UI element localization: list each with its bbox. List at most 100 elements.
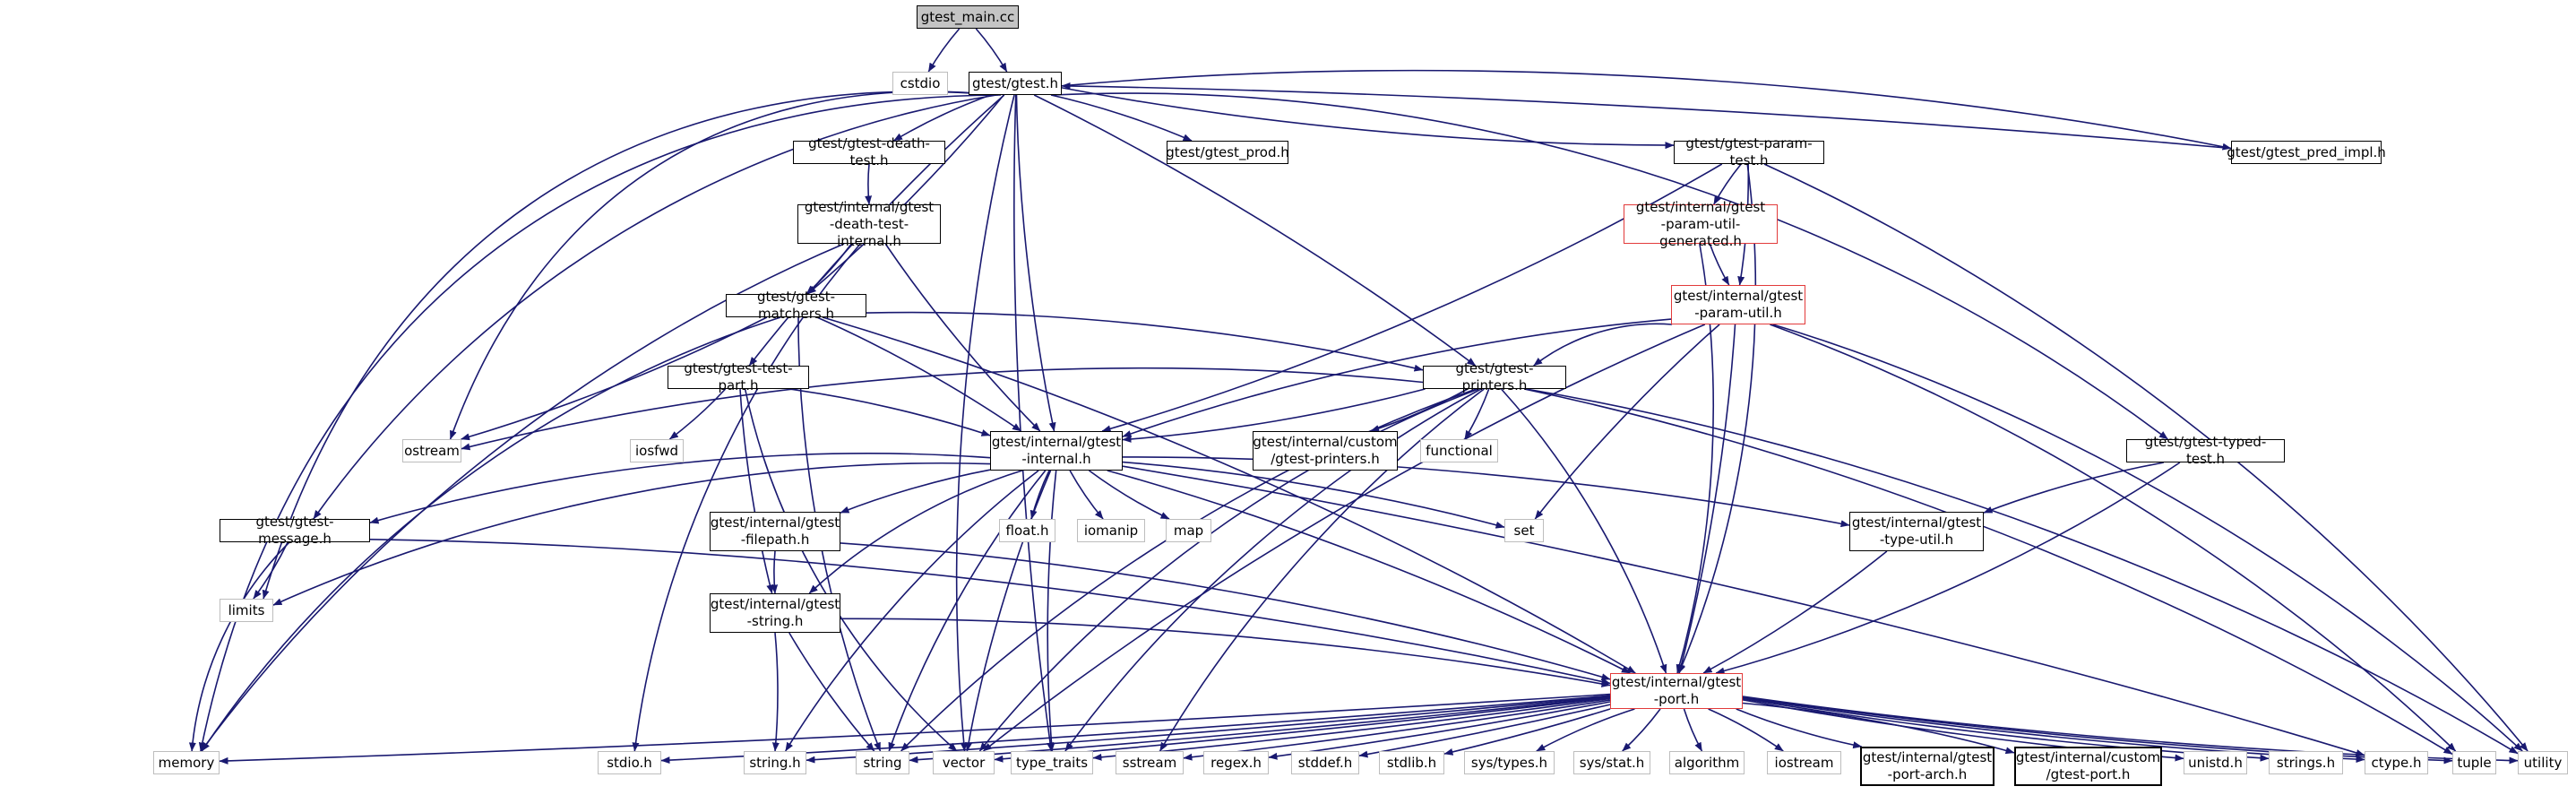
graph-node-ctype-h: ctype.h xyxy=(2365,751,2428,774)
edge-printers-to-ostream xyxy=(461,367,1424,451)
edge-param-util-to-port xyxy=(1677,324,1736,674)
edge-dti-to-matchers xyxy=(806,243,852,295)
graph-node-internal[interactable]: gtest/internal/gtest -internal.h xyxy=(990,431,1123,471)
graph-node-iosfwd: iosfwd xyxy=(630,439,684,462)
edge-gtest-h-to-matchers xyxy=(806,94,1004,295)
graph-node-prod[interactable]: gtest/gtest_prod.h xyxy=(1166,141,1289,164)
graph-node-type-util[interactable]: gtest/internal/gtest -type-util.h xyxy=(1849,512,1984,551)
graph-node-stdlib-h: stdlib.h xyxy=(1379,751,1444,774)
graph-node-stddef-h: stddef.h xyxy=(1291,751,1359,774)
edge-gtest-h-to-internal xyxy=(1015,94,1056,432)
graph-node-custom-printers[interactable]: gtest/internal/custom /gtest-printers.h xyxy=(1253,431,1398,471)
edge-internal-to-iomanip xyxy=(1069,470,1104,520)
graph-node-memory: memory xyxy=(153,751,220,774)
graph-node-gtest-h[interactable]: gtest/gtest.h xyxy=(969,72,1062,95)
edge-port-to-iostream xyxy=(1708,708,1784,752)
edge-gen-to-param-util xyxy=(1709,243,1730,286)
edge-printers-to-sstream xyxy=(1159,388,1485,752)
graph-node-test-part[interactable]: gtest/gtest-test-part.h xyxy=(668,360,809,393)
edge-printers-to-port xyxy=(1500,388,1667,674)
graph-node-matchers[interactable]: gtest/gtest-matchers.h xyxy=(726,289,866,322)
graph-node-port-arch[interactable]: gtest/internal/gtest -port-arch.h xyxy=(1860,747,1994,786)
edge-param-util-to-vector xyxy=(983,324,1706,752)
graph-node-cstdio: cstdio xyxy=(892,72,948,95)
graph-node-string: string xyxy=(856,751,909,774)
graph-node-unistd-h: unistd.h xyxy=(2184,751,2247,774)
edge-pred-impl-to-gtest-h xyxy=(1061,82,2232,150)
graph-node-port[interactable]: gtest/internal/gtest -port.h xyxy=(1610,673,1743,709)
edge-port-to-string-h xyxy=(806,696,1611,764)
edge-typed-test-to-port xyxy=(1715,462,2181,675)
edge-internal-to-gstring xyxy=(808,470,1023,594)
graph-node-gstring[interactable]: gtest/internal/gtest -string.h xyxy=(710,593,840,633)
edge-gtest-h-to-message xyxy=(313,94,997,520)
edge-printers-to-internal xyxy=(1122,388,1426,443)
graph-node-map: map xyxy=(1166,519,1211,542)
graph-node-stdio-h: stdio.h xyxy=(598,751,661,774)
edge-message-to-limits xyxy=(253,541,289,600)
graph-node-iostream: iostream xyxy=(1767,751,1841,774)
edge-internal-to-message xyxy=(369,453,991,524)
edge-internal-to-port xyxy=(1107,470,1631,674)
edge-internal-to-type-util xyxy=(1122,456,1850,528)
edge-printers-to-functional xyxy=(1464,388,1490,440)
edge-gtest-h-to-vector xyxy=(955,94,1015,752)
edge-message-to-memory xyxy=(188,541,290,752)
graph-node-gen[interactable]: gtest/internal/gtest -param-util-generat… xyxy=(1624,199,1778,249)
graph-node-tuple: tuple xyxy=(2452,751,2496,774)
graph-node-typed-test[interactable]: gtest/gtest-typed-test.h xyxy=(2126,434,2285,467)
edge-printers-to-type-traits xyxy=(1064,388,1482,752)
graph-node-limits: limits xyxy=(220,599,273,622)
graph-node-type-traits: type_traits xyxy=(1011,751,1093,774)
graph-node-main[interactable]: gtest_main.cc xyxy=(917,5,1019,29)
edge-param-util-to-utility xyxy=(1772,324,2523,752)
edge-test-part-to-gstring xyxy=(739,388,774,594)
edge-internal-to-vector xyxy=(965,470,1052,752)
graph-node-pred-impl[interactable]: gtest/gtest_pred_impl.h xyxy=(2227,141,2386,164)
edge-internal-to-map xyxy=(1089,470,1170,520)
edge-gtest-h-to-pred-impl xyxy=(1061,69,2232,151)
graph-node-regex-h: regex.h xyxy=(1203,751,1269,774)
edge-gstring-to-string-h xyxy=(771,632,780,752)
edge-gtest-h-to-printers xyxy=(1033,94,1477,367)
graph-node-set: set xyxy=(1504,519,1544,542)
edge-port-to-sys-types xyxy=(1536,708,1635,752)
graph-node-printers[interactable]: gtest/gtest-printers.h xyxy=(1423,360,1566,393)
edge-param-util-to-internal xyxy=(1122,318,1672,437)
edge-matchers-to-printers xyxy=(866,311,1424,372)
edge-gtest-h-to-prod xyxy=(1050,94,1193,142)
edge-test-part-to-vector xyxy=(744,388,958,752)
edge-internal-to-set xyxy=(1122,461,1505,529)
graph-node-dti[interactable]: gtest/internal/gtest -death-test-interna… xyxy=(797,199,941,249)
edge-port-to-type-traits xyxy=(1092,697,1611,761)
edge-internal-to-limits xyxy=(272,462,991,606)
edge-param-util-to-tuple xyxy=(1770,324,2457,752)
graph-node-sstream: sstream xyxy=(1116,751,1184,774)
graph-node-param-util[interactable]: gtest/internal/gtest -param-util.h xyxy=(1671,285,1805,324)
edge-gstring-to-port xyxy=(840,618,1611,687)
edge-printers-to-tuple xyxy=(1523,388,2453,756)
graph-node-param-test[interactable]: gtest/gtest-param-test.h xyxy=(1674,135,1824,169)
edge-gtest-h-to-typed-test xyxy=(1053,92,2168,440)
graph-node-iomanip: iomanip xyxy=(1077,519,1145,542)
graph-node-message[interactable]: gtest/gtest-message.h xyxy=(220,514,370,547)
edge-test-part-to-iosfwd xyxy=(668,388,727,440)
edge-internal-to-string-h xyxy=(785,470,1039,752)
edge-test-part-to-internal xyxy=(788,388,991,436)
edge-typed-test-to-type-util xyxy=(1983,462,2165,514)
edge-port-to-stddef-h xyxy=(1358,704,1611,758)
graph-node-custom-port[interactable]: gtest/internal/custom /gtest-port.h xyxy=(2014,747,2162,786)
edge-gstring-to-string xyxy=(788,632,875,752)
graph-node-sys-types: sys/types.h xyxy=(1464,751,1555,774)
graph-node-strings-h: strings.h xyxy=(2269,751,2343,774)
edge-gtest-h-to-limits xyxy=(262,91,999,600)
graph-node-death-test[interactable]: gtest/gtest-death-test.h xyxy=(793,135,945,169)
graph-node-functional: functional xyxy=(1420,439,1498,462)
edge-internal-to-type-traits xyxy=(1047,470,1057,752)
edge-dti-to-internal xyxy=(884,243,1041,432)
edge-port-to-algorithm xyxy=(1683,708,1703,752)
graph-node-vector: vector xyxy=(933,751,995,774)
graph-node-filepath[interactable]: gtest/internal/gtest -filepath.h xyxy=(710,512,840,551)
